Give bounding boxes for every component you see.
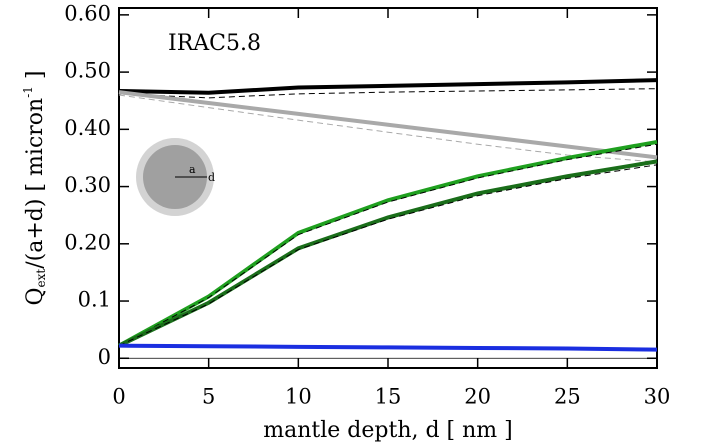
y-label-sup: -1 — [21, 86, 35, 98]
x-tick-label: 10 — [285, 385, 312, 409]
line — [118, 78, 658, 95]
y-label-main: Q — [23, 287, 48, 305]
y-label-sub: ext — [34, 269, 48, 288]
dashed-line — [118, 143, 658, 347]
y-tick-label: 0.20 — [64, 230, 111, 254]
x-tick-label: 20 — [464, 385, 491, 409]
x-tick-label: 0 — [112, 385, 125, 409]
y-tick-label: 0.60 — [64, 1, 111, 25]
x-tick-label: 30 — [644, 385, 671, 409]
x-tick-label: 5 — [202, 385, 215, 409]
annotation: IRAC5.8 — [168, 31, 261, 56]
line — [118, 139, 658, 348]
line — [118, 90, 658, 160]
y-tick-label: 0.1 — [78, 288, 111, 312]
y-label-mid: /(a+d) [ micron — [23, 98, 48, 269]
y-tick-label: 0.40 — [64, 116, 111, 140]
y-label-end: ] — [23, 71, 48, 87]
dashed-line — [118, 164, 658, 347]
line — [118, 343, 658, 352]
line — [118, 159, 658, 348]
x-tick-label: 15 — [375, 385, 402, 409]
inset-label-d: d — [208, 171, 215, 184]
inset-diagram: a d — [136, 138, 215, 216]
y-tick-label: 0 — [98, 345, 111, 369]
x-tick-label: 25 — [554, 385, 581, 409]
y-tick-label: 0.30 — [64, 173, 111, 197]
inset-label-a: a — [189, 163, 196, 176]
dashed-line — [118, 94, 658, 163]
y-axis-label: Qext/(a+d) [ micron-1 ] — [21, 71, 49, 306]
y-tick-label: 0.50 — [64, 59, 111, 83]
x-axis-label: mantle depth, d [ nm ] — [263, 418, 512, 443]
